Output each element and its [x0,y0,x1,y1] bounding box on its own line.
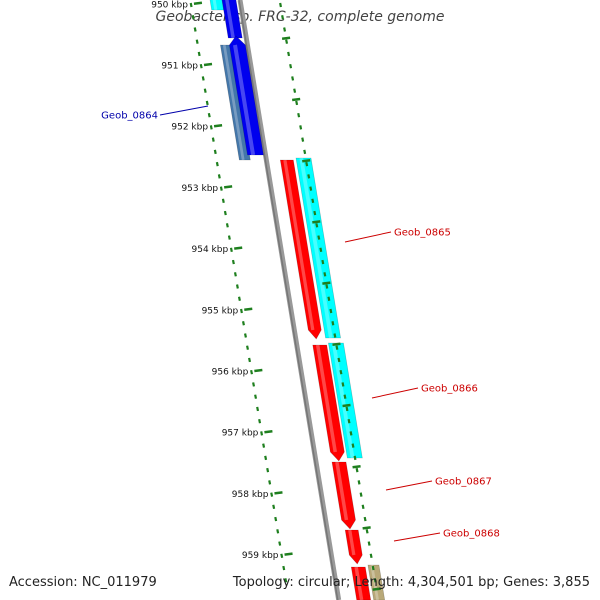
major-tick-mark [254,368,263,373]
tick-label: 952 kbp [171,123,208,133]
forward-cds-geob-0868-shade [348,529,356,556]
tick-label: 953 kbp [181,184,218,194]
misc-feature-next[interactable] [367,564,386,600]
outer-major-tick-mark [292,97,301,102]
major-tick-mark [193,1,203,6]
outer-major-tick-mark [362,526,371,530]
forward-orf-geob-0865[interactable] [295,157,341,339]
reverse-orf-geob-0864-shade [222,44,245,161]
major-tick-mark [234,246,243,250]
gene-label-geob-0868[interactable]: Geob_0868 [443,529,500,540]
forward-cds-next-shade [354,566,364,600]
gene-label-geob-0865[interactable]: Geob_0865 [394,228,451,239]
gene-label-leader [385,480,433,491]
major-tick-mark [244,307,253,312]
gene-label-leader [393,532,441,542]
genome-summary-text: Topology: circular; Length: 4,304,501 bp… [232,575,590,590]
tick-label: 957 kbp [222,429,259,439]
major-tick-mark [203,62,213,67]
outer-major-tick-mark [312,220,321,224]
outer-major-tick-mark [302,158,311,163]
outer-major-tick-mark [342,403,351,408]
outer-major-tick-mark [332,342,341,347]
tick-label: 959 kbp [242,551,279,561]
major-tick-mark [284,552,293,556]
reverse-cds-geob-0864[interactable] [229,35,264,156]
gene-label-leader [371,387,419,399]
accession-text: Accession: NC_011979 [9,575,157,590]
forward-cds-geob-0865[interactable] [279,159,322,340]
reverse-cds-geob-0864-shade [233,44,256,156]
major-tick-mark [264,429,273,434]
reverse-orf-geob-0864[interactable] [220,44,251,161]
backbone-line [237,0,342,600]
outer-major-tick-mark [352,464,361,469]
reverse-orf-top[interactable] [209,0,224,11]
gene-label-geob-0864[interactable]: Geob_0864 [101,111,158,122]
forward-cds-geob-0867[interactable] [331,461,356,530]
reverse-cds-top-shade [225,0,235,39]
tick-label: 954 kbp [192,245,229,255]
forward-cds-geob-0868[interactable] [344,529,363,565]
outer-major-tick-mark [281,36,291,41]
tick-label: 958 kbp [232,490,269,500]
misc-feature-next-shade [370,564,379,600]
forward-cds-geob-0865-shade [283,159,315,331]
inner-tick-guide [189,2,288,583]
outer-major-tick-mark [372,587,381,591]
forward-cds-next[interactable] [350,566,372,600]
reverse-orf-top-shade [212,0,218,11]
forward-orf-geob-0865-shade [299,157,333,339]
forward-orf-geob-0866-shade [331,342,355,459]
tick-label: 950 kbp [151,0,188,10]
tick-label: 951 kbp [161,62,198,72]
major-tick-mark [213,123,223,128]
backbone-edge [238,0,339,600]
gene-label-geob-0867[interactable]: Geob_0867 [435,477,492,488]
outer-tick-guide [279,2,377,583]
outer-major-tick-mark [322,281,331,285]
forward-cds-geob-0866-shade [315,344,337,453]
gene-label-leader [159,105,209,116]
tick-label: 956 kbp [212,368,249,378]
forward-cds-geob-0866[interactable] [312,344,345,462]
gene-label-geob-0866[interactable]: Geob_0866 [421,384,478,395]
forward-cds-geob-0867-shade [335,461,349,521]
major-tick-mark [274,491,283,495]
major-tick-mark [223,185,233,189]
gene-label-leader [344,231,392,243]
tick-label: 955 kbp [202,306,239,316]
